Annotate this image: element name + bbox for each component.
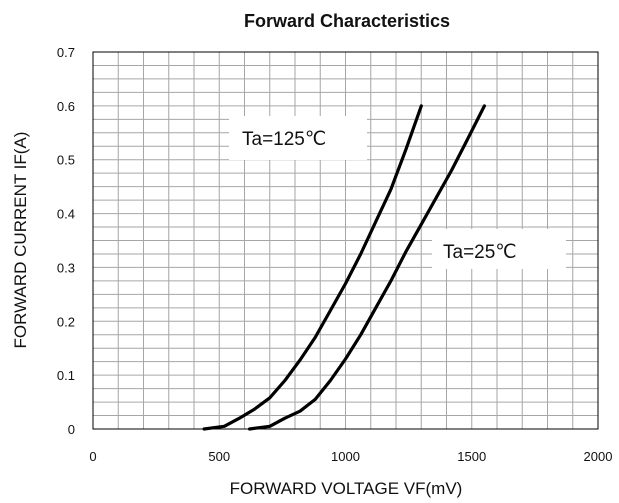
series-line-ta-25 <box>248 104 486 431</box>
chart-title: Forward Characteristics <box>244 11 450 31</box>
x-tick-label: 0 <box>89 449 96 464</box>
x-tick-label: 1500 <box>457 449 486 464</box>
series-line-ta-125 <box>202 104 423 431</box>
y-axis-title: FORWARD CURRENT IF(A) <box>11 132 30 349</box>
y-tick-label: 0 <box>68 422 75 437</box>
y-tick-labels: 0 0.1 0.2 0.3 0.4 0.5 0.6 0.7 <box>57 45 75 437</box>
annotation-ta-125: Ta=125℃ <box>242 129 326 150</box>
x-tick-label: 2000 <box>584 449 613 464</box>
x-tick-label: 1000 <box>331 449 360 464</box>
x-tick-label: 500 <box>208 449 230 464</box>
y-tick-label: 0.4 <box>57 207 75 222</box>
annotation-background-125 <box>229 116 367 160</box>
y-tick-label: 0.7 <box>57 45 75 60</box>
y-tick-label: 0.1 <box>57 368 75 383</box>
annotation-background-25 <box>432 229 566 269</box>
x-tick-labels: 0 500 1000 1500 2000 <box>89 449 612 464</box>
x-axis-title: FORWARD VOLTAGE VF(mV) <box>230 479 463 498</box>
grid <box>93 52 598 429</box>
annotation-ta-25: Ta=25℃ <box>443 242 517 263</box>
y-tick-label: 0.6 <box>57 99 75 114</box>
plot-area-border <box>92 51 599 430</box>
y-tick-label: 0.5 <box>57 153 75 168</box>
series <box>202 104 486 431</box>
y-tick-label: 0.2 <box>57 314 75 329</box>
y-tick-label: 0.3 <box>57 260 75 275</box>
